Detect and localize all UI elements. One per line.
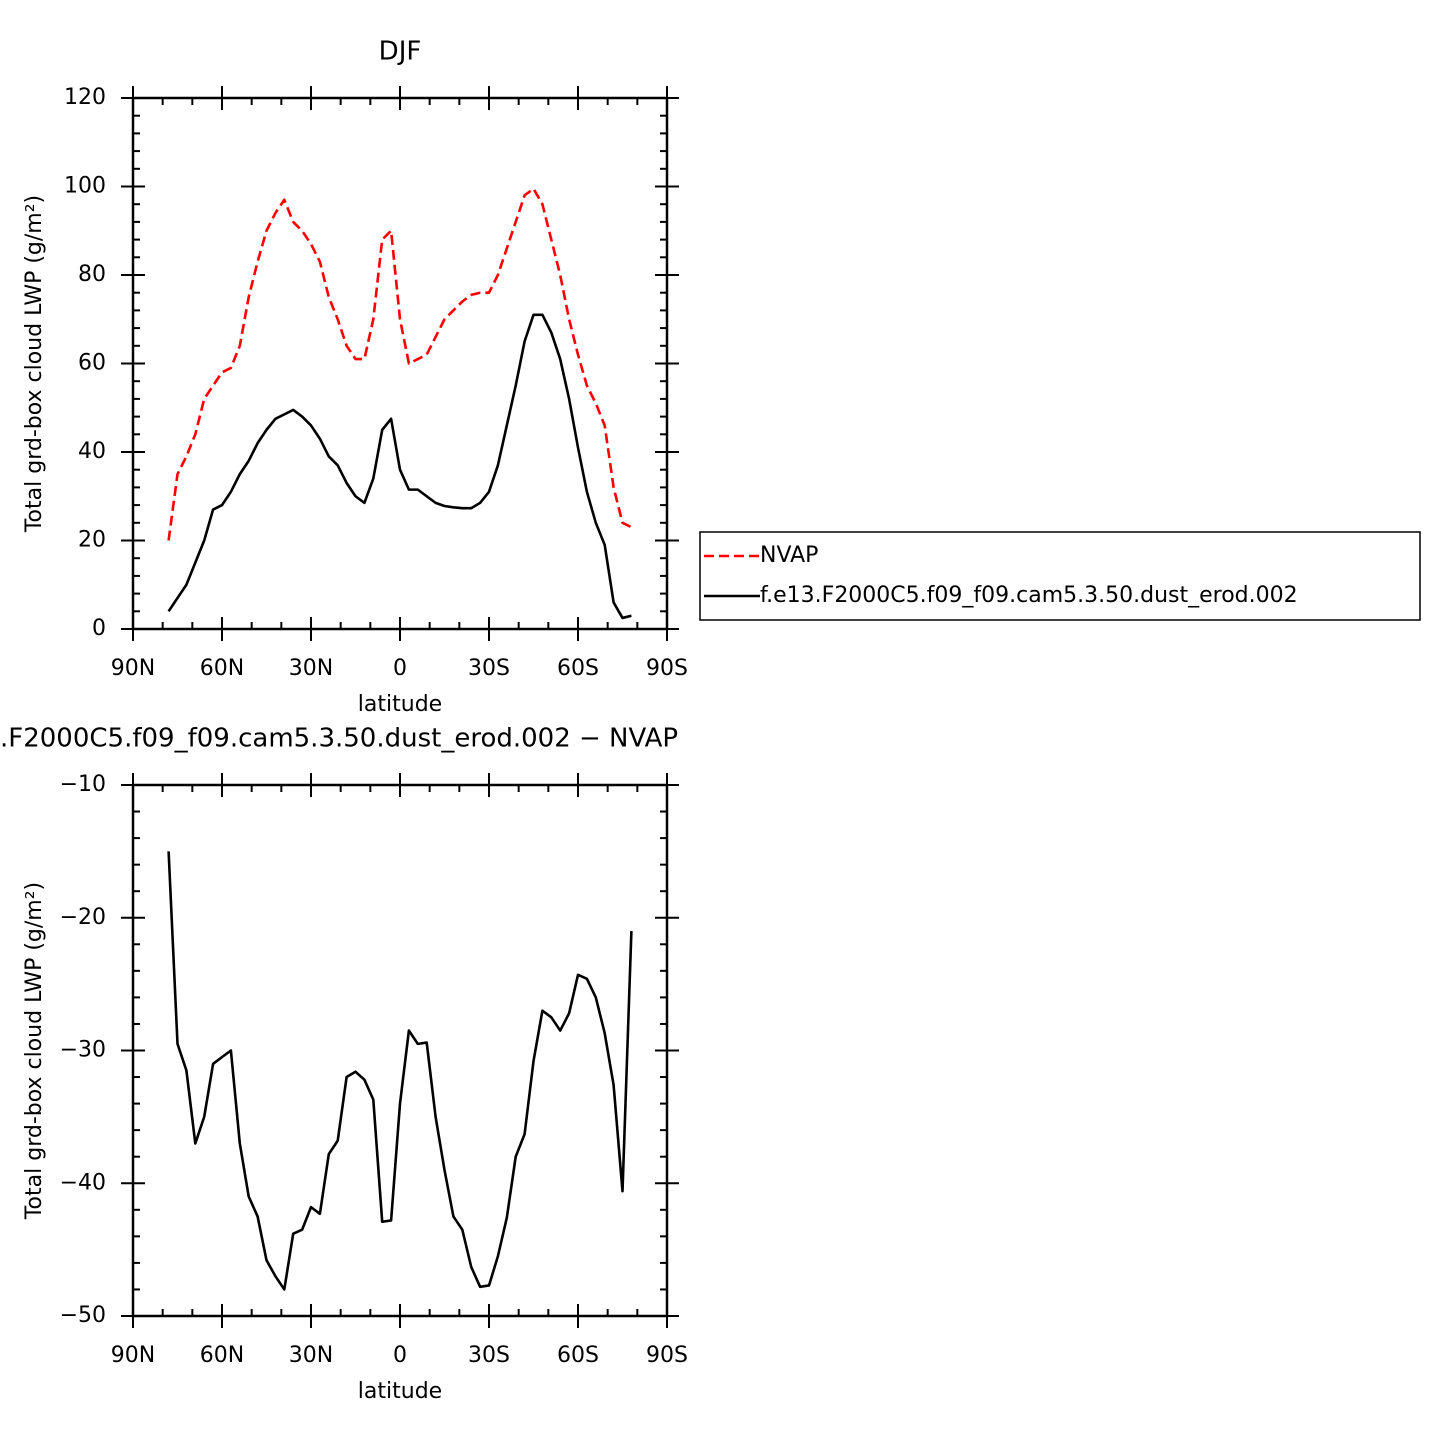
x-tick-label: 30N [289,1343,333,1368]
x-tick-label: 60N [200,1343,244,1368]
y-tick-label: 120 [64,85,106,110]
x-tick-label: 60S [557,1343,599,1368]
y-tick-label: 80 [78,262,106,287]
y-tick-label: −40 [60,1170,106,1195]
x-tick-label: 90N [111,656,155,681]
data-line [167,313,632,620]
x-tick-label: 30S [468,1343,510,1368]
data-line [167,851,633,1291]
x-axis-label: latitude [358,1379,442,1404]
legend-label: NVAP [760,543,818,568]
x-tick-label: 0 [393,656,407,681]
y-tick-label: −30 [60,1038,106,1063]
x-tick-label: 90S [646,656,688,681]
y-axis-label: Total grd-box cloud LWP (g/m²) [22,195,47,533]
y-tick-label: 20 [78,528,106,553]
x-tick-label: 0 [393,1343,407,1368]
x-tick-label: 30S [468,656,510,681]
x-tick-label: 30N [289,656,333,681]
x-tick-label: 90S [646,1343,688,1368]
x-tick-label: 90N [111,1343,155,1368]
chart-title: DJF [379,37,422,67]
x-axis-label: latitude [358,692,442,717]
x-tick-label: 60S [557,656,599,681]
y-tick-label: −50 [60,1303,106,1328]
y-tick-label: 60 [78,351,106,376]
y-tick-label: 100 [64,174,106,199]
y-tick-label: 40 [78,439,106,464]
legend-box [699,531,1421,621]
y-tick-label: 0 [92,616,106,641]
x-tick-label: 60N [200,656,244,681]
y-tick-label: −20 [60,905,106,930]
y-tick-label: −10 [60,772,106,797]
data-line [167,187,632,541]
chart-title: .F2000C5.f09_f09.cam5.3.50.dust_erod.002… [0,724,678,754]
legend-label: f.e13.F2000C5.f09_f09.cam5.3.50.dust_ero… [760,583,1298,608]
plot-frame [131,96,669,631]
y-axis-label: Total grd-box cloud LWP (g/m²) [22,882,47,1220]
plot-frame [131,783,669,1318]
